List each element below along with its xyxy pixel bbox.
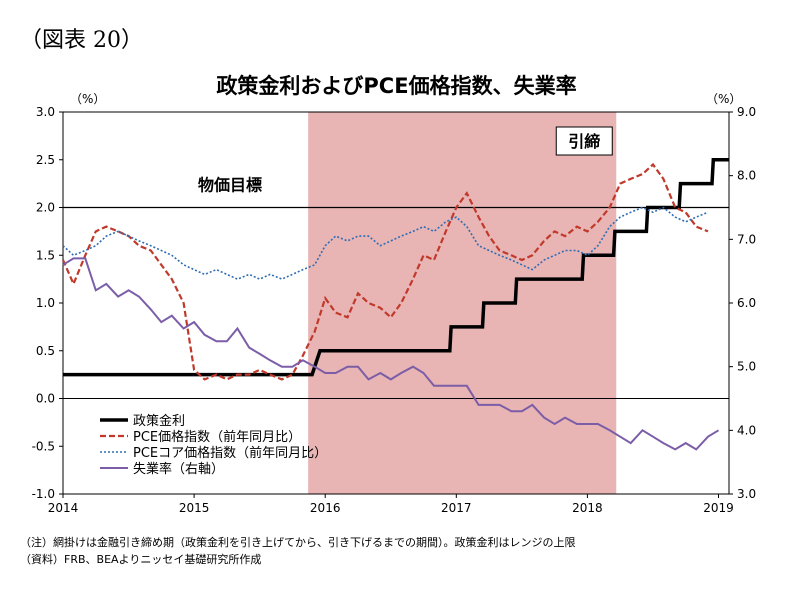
- right-tick-label: 9.0: [737, 105, 756, 119]
- right-tick-label: 6.0: [737, 296, 756, 310]
- x-tick-label: 2015: [179, 501, 210, 515]
- legend-label: 政策金利: [133, 413, 185, 429]
- left-tick-label: -0.5: [32, 439, 55, 453]
- chart-title: 政策金利およびPCE価格指数、失業率: [216, 74, 577, 98]
- right-tick-label: 7.0: [737, 232, 756, 246]
- left-tick-label: 3.0: [36, 105, 55, 119]
- tightening-label-box: [555, 126, 613, 156]
- footnote: （注）網掛けは金融引き締め期（政策金利を引き上げてから、引き下げるまでの期間）。…: [20, 536, 576, 549]
- right-tick-label: 4.0: [737, 423, 756, 437]
- left-tick-label: 1.5: [36, 248, 55, 262]
- left-tick-label: -1.0: [32, 487, 55, 501]
- policy-rate-line: [63, 158, 729, 377]
- legend-label: PCE価格指数（前年同月比）: [133, 429, 301, 445]
- x-tick-label: 2019: [703, 501, 734, 515]
- right-axis-unit: （%）: [706, 92, 742, 106]
- legend-label: PCEコア価格指数（前年同月比）: [133, 445, 327, 461]
- x-tick-label: 2014: [48, 501, 79, 515]
- x-tick-label: 2018: [572, 501, 603, 515]
- left-tick-label: 0.5: [36, 344, 55, 358]
- left-tick-label: 2.5: [36, 153, 55, 167]
- pce-line: [61, 162, 709, 381]
- right-tick-label: 5.0: [737, 360, 756, 374]
- left-tick-label: 1.0: [36, 296, 55, 310]
- left-tick-label: 2.0: [36, 201, 55, 215]
- source-note: （資料）FRB、BEAよりニッセイ基礎研究所作成: [20, 553, 262, 566]
- figure-label: （図表 20）: [20, 28, 143, 53]
- right-tick-label: 8.0: [737, 169, 756, 183]
- legend-label: 失業率（右軸）: [133, 461, 224, 477]
- left-tick-label: 0.0: [36, 392, 55, 406]
- unemployment-line: [62, 257, 720, 451]
- x-tick-label: 2016: [310, 501, 341, 515]
- inflation-target-label: 物価目標: [198, 176, 262, 195]
- tightening-period-shade: [308, 112, 617, 494]
- left-axis-unit: （%）: [70, 92, 106, 106]
- core-pce-line: [62, 206, 709, 280]
- x-tick-label: 2017: [441, 501, 472, 515]
- right-tick-label: 3.0: [737, 487, 756, 501]
- tightening-label: 引締: [568, 132, 600, 151]
